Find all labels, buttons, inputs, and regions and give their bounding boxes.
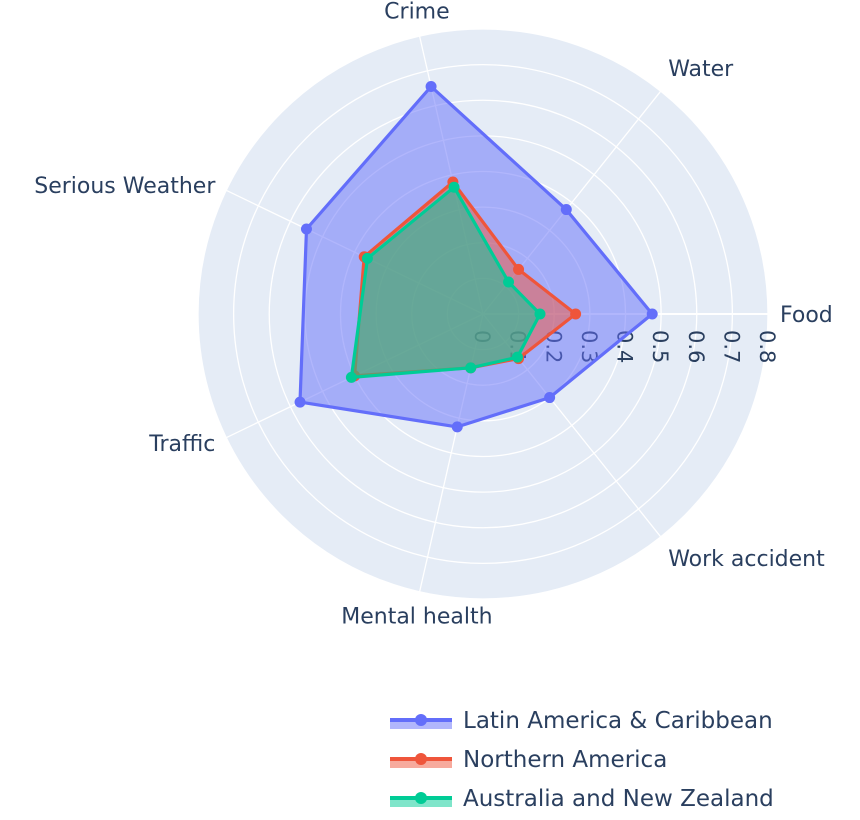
legend-label: Latin America & Caribbean <box>463 708 773 734</box>
legend-marker <box>415 753 427 765</box>
data-point-water <box>560 204 572 216</box>
legend-marker <box>415 792 427 804</box>
data-point-crime <box>425 81 437 93</box>
angular-axis-labels: Food Water Crime Serious Weather Traffic Ment… <box>34 0 833 630</box>
series-area <box>349 185 542 379</box>
series-australia-and-new-zealand <box>345 181 546 383</box>
angular-label-water: Water <box>668 57 734 82</box>
legend: Latin America & Caribbean Northern Americ… <box>390 708 774 812</box>
radial-tick-label: 0.7 <box>719 330 743 363</box>
radial-tick-label: 0.6 <box>684 330 708 363</box>
radial-tick-label: 0.8 <box>755 330 779 363</box>
data-point-work-accident <box>511 351 523 363</box>
data-point-serious-weather <box>361 252 373 264</box>
data-point-water <box>513 263 525 275</box>
angular-label-food: Food <box>780 303 833 328</box>
angular-label-work-accident: Work accident <box>668 547 825 572</box>
data-point-food <box>570 308 582 320</box>
legend-label: Northern America <box>463 747 667 773</box>
data-point-traffic <box>294 396 306 408</box>
data-point-serious-weather <box>300 223 312 235</box>
data-point-crime <box>448 181 460 193</box>
traces <box>294 81 658 433</box>
legend-item-australia-and-new-zealand[interactable]: Australia and New Zealand <box>390 786 774 812</box>
data-point-work-accident <box>544 392 556 404</box>
data-point-mental-health <box>451 421 463 433</box>
angular-label-crime: Crime <box>384 0 449 24</box>
data-point-food <box>534 308 546 320</box>
data-point-traffic <box>345 371 357 383</box>
data-point-food <box>646 308 658 320</box>
legend-label: Australia and New Zealand <box>463 786 774 812</box>
data-point-mental-health <box>465 362 477 374</box>
data-point-water <box>503 276 515 288</box>
angular-label-serious-weather: Serious Weather <box>34 174 216 199</box>
legend-item-northern-america[interactable]: Northern America <box>390 747 667 773</box>
legend-marker <box>415 714 427 726</box>
legend-item-latin-america-caribbean[interactable]: Latin America & Caribbean <box>390 708 773 734</box>
angular-label-mental-health: Mental health <box>341 605 492 630</box>
radial-tick-label: 0.5 <box>648 330 672 363</box>
angular-label-traffic: Traffic <box>148 432 215 457</box>
